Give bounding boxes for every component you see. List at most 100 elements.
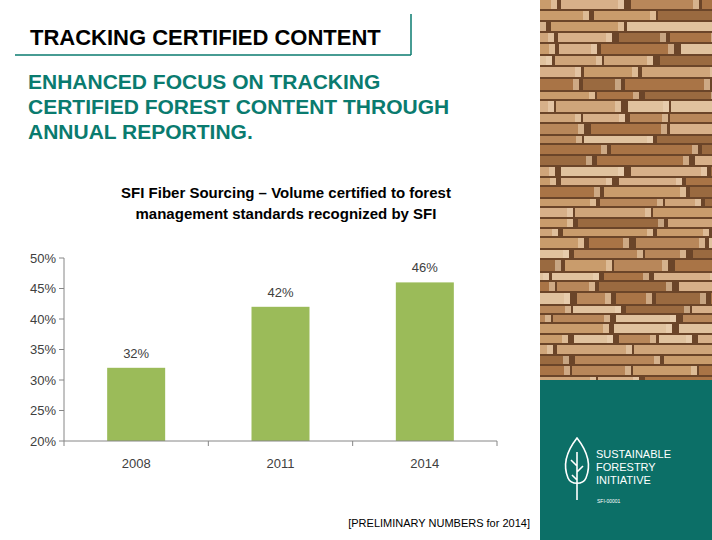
plank-end [567,208,573,217]
plank [563,229,653,236]
plank [614,260,668,271]
plank-end [605,293,611,304]
plank-end [546,56,552,65]
plank [540,124,584,134]
logo-code: SFI-00001 [597,498,621,504]
plank-end [683,156,689,165]
plank [670,124,712,134]
x-tick [497,441,498,446]
x-tick-label: 2014 [410,456,439,471]
plank-end [645,208,651,217]
plank [604,187,686,197]
y-tick-label: 40% [30,312,56,327]
plank-end [657,199,663,206]
plank [552,273,599,280]
plank [557,282,595,291]
plank [631,167,707,176]
plank [686,178,712,185]
logo-stem [571,452,583,500]
plank [690,187,712,197]
headline: ENHANCED FOCUS ON TRACKING [28,70,380,93]
plank-end [711,33,712,42]
plank-end [647,56,653,65]
plank [551,22,624,31]
plank [584,136,653,143]
plank [553,315,610,322]
plank-end [700,293,706,304]
y-tick-label: 20% [30,434,56,449]
plank [625,79,710,90]
plank [698,335,712,343]
plank [659,335,692,343]
plank [693,250,712,258]
plank-end [618,0,624,9]
plank [540,238,584,248]
plank-end [565,306,571,313]
plank-end [549,167,555,176]
plank-end [710,67,712,77]
data-label: 32% [123,346,149,361]
plank [636,238,705,248]
chart-title: SFI Fiber Sourcing – Volume certified to… [121,184,451,222]
plank-end [691,366,697,375]
bar [252,307,310,441]
plank-end [596,56,602,65]
plank [679,282,712,291]
plank-end [618,167,624,176]
plank-end [647,229,653,236]
plank [574,335,613,343]
plank [619,335,656,343]
plank [645,250,686,258]
y-tick-label: 45% [30,281,56,296]
plank-end [563,250,569,258]
plank-end [586,156,592,165]
plank-end [680,250,686,258]
plank [616,293,652,304]
plank [645,92,712,99]
plank [540,101,554,112]
plank-end [575,114,581,122]
logo-text: FORESTRY [596,461,656,473]
plank-end [576,136,582,143]
plank-end [590,377,596,380]
x-tick [64,441,65,446]
section-title: TRACKING CERTIFIED CONTENT [30,25,381,50]
plank-end [550,178,556,185]
plank [540,335,568,343]
plank [557,345,632,354]
plank [679,324,712,333]
footnote: [PRELIMINARY NUMBERS for 2014] [348,517,530,529]
plank [589,238,629,248]
plank [630,114,668,122]
plank [634,345,712,354]
plank-end [692,145,698,154]
plank-end [549,282,555,291]
plank [561,178,612,185]
plank-end [615,101,621,112]
plank-end [564,293,570,304]
plank-end [552,229,558,236]
plank-end [590,199,596,206]
plank [709,238,712,248]
plank [681,44,712,54]
plank [656,293,706,304]
plank [555,56,602,65]
x-tick-label: 2011 [267,456,295,471]
plank [616,315,676,322]
plank [540,44,555,54]
plank [702,0,712,9]
plank [628,101,669,112]
plank [597,92,639,99]
plank [683,315,712,322]
y-tick [59,349,64,350]
plank [540,250,569,258]
plank [619,178,682,185]
plank [642,67,712,77]
plank [583,114,625,122]
plank [583,79,621,90]
plank-end [606,260,612,271]
data-label: 46% [412,260,438,275]
plank [631,0,699,9]
y-tick [59,441,64,442]
plank [540,187,600,197]
